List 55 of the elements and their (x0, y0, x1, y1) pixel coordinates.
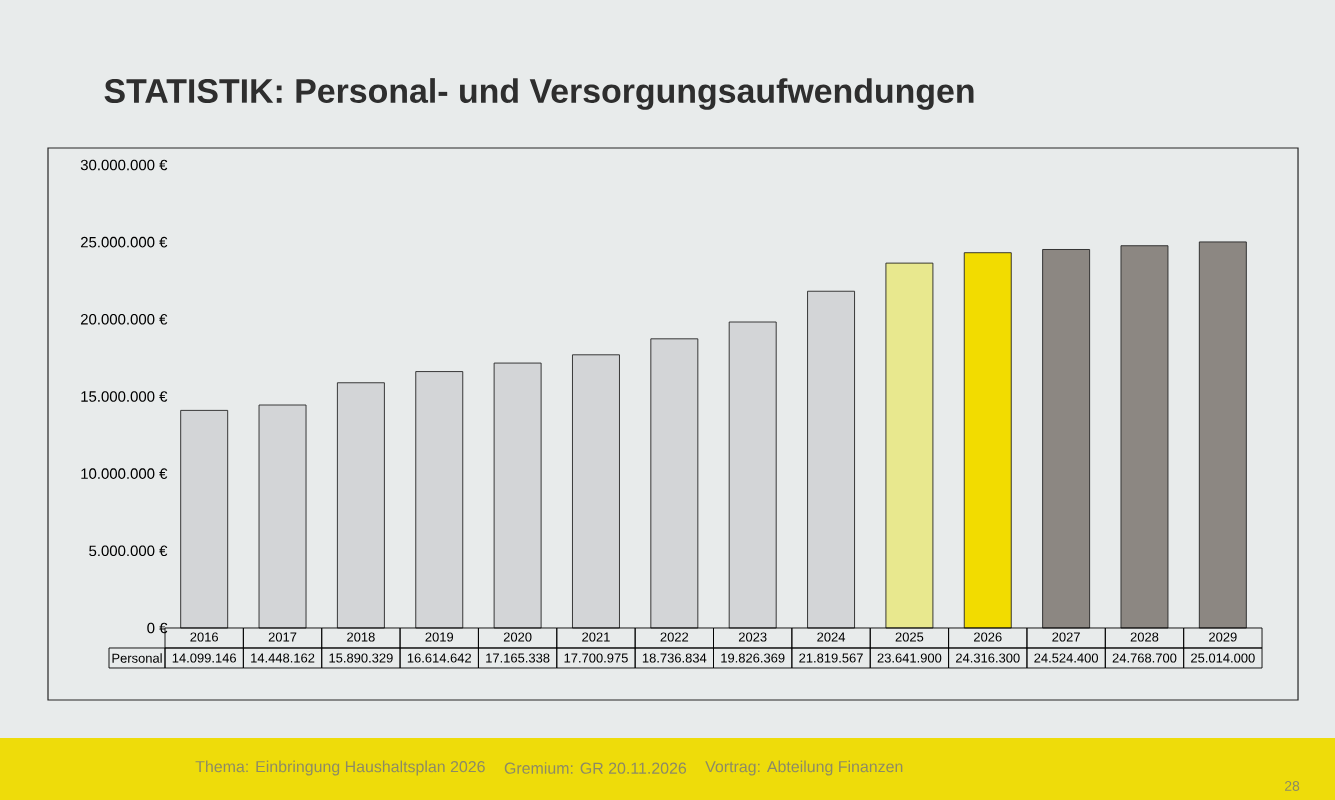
y-tick-label: 30.000.000 € (80, 159, 168, 171)
bar (1198, 241, 1247, 629)
x-tick-label: 2020 (503, 632, 532, 642)
text: 28 (1285, 781, 1300, 791)
bar (493, 362, 542, 629)
y-tick-label: 25.000.000 € (80, 236, 168, 248)
data-label: 25.014.000 (1191, 653, 1255, 663)
x-tick-label: 2021 (582, 632, 610, 642)
data-label: 24.316.300 (956, 653, 1020, 663)
bar (180, 409, 229, 629)
bar (1042, 249, 1091, 629)
x-tick-label: 2018 (347, 632, 375, 642)
data-label: 24.524.400 (1034, 653, 1099, 663)
bar (650, 338, 699, 629)
data-label: 24.768.700 (1112, 653, 1177, 663)
bar (415, 371, 464, 629)
text: Personal (112, 653, 162, 663)
data-label: 21.819.567 (799, 653, 863, 663)
bar (807, 290, 855, 629)
data-label: 16.614.642 (407, 653, 471, 663)
x-tick-label: 2025 (895, 632, 924, 642)
x-tick-label: 2016 (190, 632, 219, 642)
y-tick-label: 0 € (147, 622, 168, 634)
data-label: 17.165.338 (486, 653, 550, 663)
bar (728, 321, 777, 629)
x-tick-label: 2019 (425, 632, 454, 642)
x-tick-label: 2022 (660, 632, 689, 642)
bar (1120, 245, 1169, 629)
bar (963, 252, 1012, 629)
bar (258, 404, 307, 629)
chart-title: STATISTIK: Personal- und Versorgungsaufwendungen (104, 78, 974, 110)
text: Vortrag: Abteilung Finanzen (705, 760, 903, 776)
x-tick-label: 2017 (268, 632, 297, 642)
data-label: 14.448.162 (251, 653, 315, 663)
bar (572, 354, 620, 629)
x-tick-label: 2027 (1052, 632, 1080, 642)
bar (885, 262, 934, 629)
text: Gremium: GR 20.11.2026 (504, 762, 687, 774)
data-label: 18.736.834 (642, 653, 707, 663)
y-tick-label: 15.000.000 € (81, 391, 168, 402)
y-tick-label: 20.000.000 € (80, 314, 168, 325)
x-tick-label: 2028 (1130, 632, 1159, 642)
text: Thema: Einbringung Haushaltsplan 2026 (195, 760, 485, 776)
y-tick-label: 5.000.000 € (89, 545, 168, 557)
data-label: 17.700.975 (564, 653, 628, 663)
data-label: 14.099.146 (172, 653, 237, 663)
x-tick-label: 2024 (817, 632, 846, 642)
data-label: 19.826.369 (721, 653, 785, 663)
bar (336, 382, 385, 629)
data-label: 23.641.900 (877, 653, 942, 663)
data-label: 15.890.329 (329, 653, 393, 663)
x-tick-label: 2029 (1209, 632, 1237, 642)
x-tick-label: 2026 (974, 632, 1002, 642)
x-tick-label: 2023 (738, 632, 767, 642)
y-tick-label: 10.000.000 € (81, 468, 168, 479)
